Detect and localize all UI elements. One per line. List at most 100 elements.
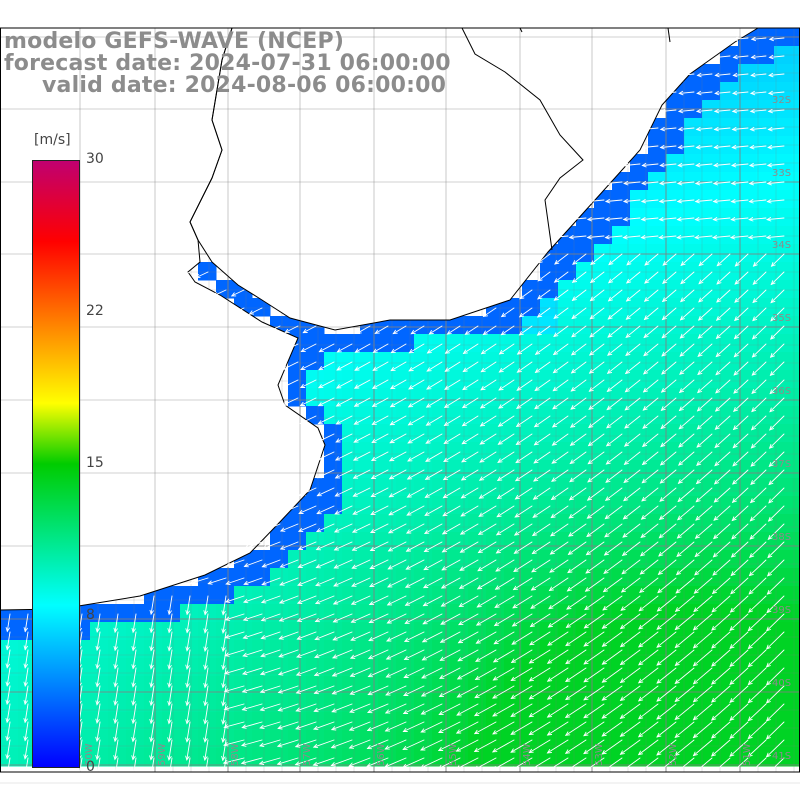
wind-arrow	[583, 667, 605, 683]
wind-arrow-head	[678, 406, 684, 412]
wind-arrow	[641, 181, 659, 184]
wind-arrow-head	[513, 567, 519, 573]
wind-arrow-head	[242, 616, 249, 622]
wind-arrow	[569, 217, 587, 220]
wind-arrow	[642, 451, 659, 465]
wind-arrow-head	[149, 737, 154, 743]
wind-arrow	[479, 469, 497, 481]
wind-arrow-head	[331, 708, 337, 713]
wind-arrow	[385, 667, 407, 678]
wind-arrow	[626, 289, 641, 302]
longitude-label: 56W	[376, 743, 387, 766]
wind-arrow-head	[659, 180, 665, 186]
wind-arrow	[389, 433, 407, 444]
wind-arrow	[223, 739, 245, 746]
wind-arrow	[462, 415, 479, 427]
wind-arrow-head	[768, 36, 774, 42]
wind-arrow	[370, 541, 389, 551]
wind-arrow	[278, 685, 299, 694]
wind-arrow	[422, 613, 443, 625]
wind-arrow	[297, 613, 317, 622]
wind-arrow	[660, 451, 677, 466]
wind-arrow-head	[336, 366, 342, 371]
wind-arrow-head	[492, 730, 498, 735]
wind-arrow	[388, 487, 407, 498]
wind-arrow-head	[422, 602, 428, 607]
wind-arrow	[731, 145, 749, 148]
wind-arrow	[224, 685, 245, 692]
wind-arrow	[296, 685, 317, 694]
wind-arrow	[695, 199, 713, 202]
wind-arrow	[768, 505, 785, 522]
wind-arrow-head	[421, 638, 428, 643]
wind-arrow-head	[732, 36, 739, 42]
wind-arrow-head	[656, 732, 662, 738]
wind-arrow	[567, 559, 587, 574]
wind-arrow-head	[769, 389, 775, 395]
wind-arrow	[241, 757, 263, 764]
wind-arrow-head	[512, 603, 518, 609]
wind-arrow-head	[586, 217, 593, 222]
wind-arrow-head	[623, 460, 629, 465]
wind-arrow-head	[457, 639, 464, 644]
wind-arrow-head	[546, 767, 552, 772]
wind-arrow	[534, 379, 551, 391]
wind-arrow-head	[315, 564, 321, 569]
wind-arrow	[282, 343, 299, 352]
wind-arrow	[493, 649, 515, 663]
wind-arrow	[552, 397, 569, 410]
wind-arrow-head	[313, 689, 319, 695]
wind-arrow	[168, 631, 173, 652]
wind-arrow-head	[243, 598, 249, 604]
wind-arrow	[537, 307, 551, 318]
wind-arrow	[625, 307, 641, 320]
wind-arrow	[371, 415, 389, 425]
wind-arrow	[749, 523, 767, 540]
wind-arrow-head	[420, 746, 426, 751]
wind-arrow-head	[698, 279, 704, 285]
wind-arrow	[767, 181, 785, 184]
wind-arrow	[407, 433, 425, 444]
wind-arrow-head	[569, 459, 575, 465]
wind-arrow	[510, 667, 533, 681]
wind-arrow	[513, 577, 533, 591]
wind-arrow	[6, 667, 11, 687]
wind-arrow-head	[748, 181, 754, 186]
wind-arrow	[385, 721, 407, 732]
wind-arrow	[370, 487, 389, 497]
land-argentina	[0, 28, 325, 610]
wind-arrow	[421, 667, 443, 679]
wind-arrow	[605, 235, 623, 239]
longitude-label: 58W	[230, 743, 241, 766]
wind-arrow-head	[462, 349, 468, 354]
wind-arrow	[769, 415, 785, 431]
wind-arrow-head	[333, 528, 340, 533]
wind-arrow	[547, 649, 569, 664]
wind-arrow-head	[586, 235, 592, 240]
wind-arrow	[674, 649, 695, 666]
wind-arrow	[510, 685, 533, 699]
wind-arrow-head	[751, 389, 757, 395]
wind-arrow-head	[203, 701, 208, 707]
wind-arrow	[24, 685, 29, 705]
wind-arrow	[676, 541, 695, 557]
wind-arrow	[478, 541, 497, 554]
wind-arrow-head	[602, 587, 609, 593]
wind-arrow-head	[622, 514, 628, 520]
wind-arrow-head	[298, 509, 304, 514]
wind-arrow	[314, 649, 335, 658]
wind-arrow-head	[513, 531, 520, 536]
wind-arrow-head	[354, 348, 360, 353]
wind-arrow-head	[748, 608, 754, 613]
wind-arrow	[96, 757, 101, 778]
wind-arrow	[731, 541, 749, 558]
wind-arrow-head	[765, 716, 771, 722]
wind-arrow	[426, 415, 443, 426]
wind-arrow-head	[676, 533, 682, 539]
wind-arrow-head	[715, 388, 721, 394]
wind-arrow-head	[697, 333, 703, 339]
wind-arrow	[421, 685, 443, 697]
wind-arrow-head	[185, 737, 190, 743]
wind-arrow-head	[694, 235, 700, 240]
wind-arrow-head	[315, 582, 321, 587]
